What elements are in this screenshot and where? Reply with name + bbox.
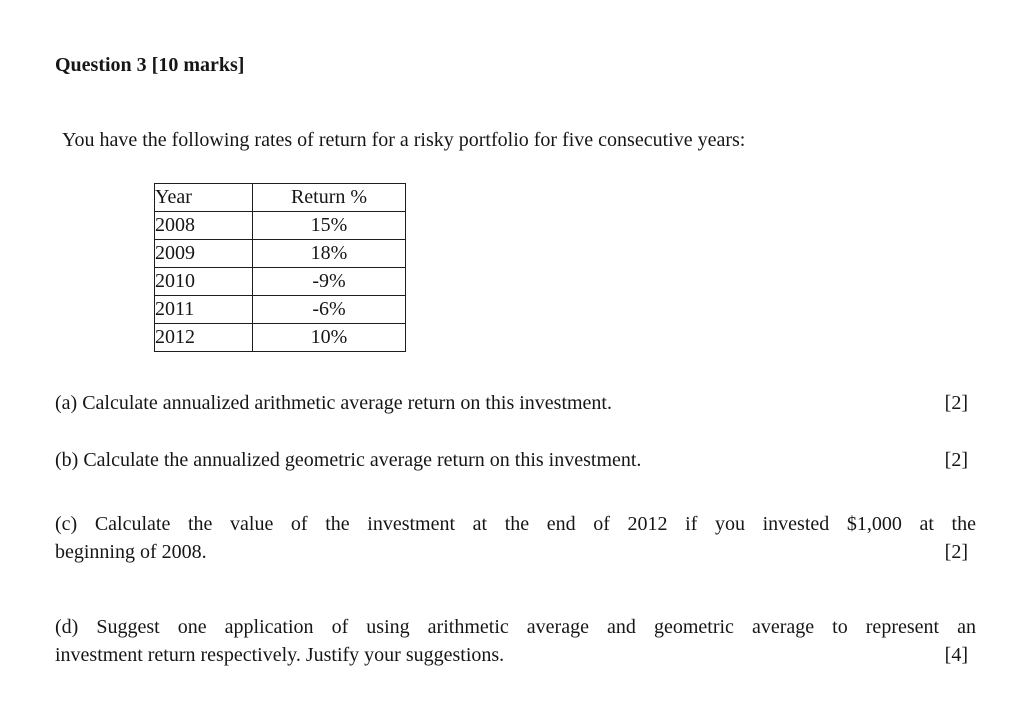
question-b-text: (b) Calculate the annualized geometric a… [55,449,642,471]
table-row: 2009 18% [154,239,406,268]
question-d-line2: investment return respectively. Justify … [55,644,505,666]
question-a-text: (a) Calculate annualized arithmetic aver… [55,392,612,414]
intro-paragraph: You have the following rates of return f… [62,129,746,151]
table-cell-year: 2011 [154,295,253,324]
table-header-row: Year Return % [154,183,406,212]
question-b: (b) Calculate the annualized geometric a… [55,446,976,474]
question-c-marks-badge: [2] [944,541,968,563]
table-header-return: Return % [252,183,406,212]
table-header-year: Year [154,183,253,212]
question-d-marks-badge: [4] [944,644,968,666]
table-cell-return: -6% [252,295,406,324]
table-row: 2012 10% [154,323,406,352]
question-title: Question 3 [10 marks] [55,54,245,76]
question-c: (c) Calculate the value of the investmen… [55,510,976,566]
question-b-marks-badge: [2] [944,449,968,471]
question-c-line2: beginning of 2008. [55,541,207,563]
table-cell-year: 2008 [154,211,253,240]
table-cell-year: 2012 [154,323,253,352]
question-a: (a) Calculate annualized arithmetic aver… [55,389,976,417]
table-cell-year: 2010 [154,267,253,296]
question-d-line1: (d) Suggest one application of using ari… [55,616,976,638]
table-row: 2008 15% [154,211,406,240]
table-cell-return: -9% [252,267,406,296]
table-cell-return: 10% [252,323,406,352]
question-d: (d) Suggest one application of using ari… [55,613,976,669]
table-row: 2011 -6% [154,295,406,324]
returns-table: Year Return % 2008 15% 2009 18% 2010 -9%… [154,183,406,352]
table-cell-return: 15% [252,211,406,240]
table-row: 2010 -9% [154,267,406,296]
question-a-marks-badge: [2] [944,392,968,414]
table-cell-return: 18% [252,239,406,268]
table-cell-year: 2009 [154,239,253,268]
question-c-line1: (c) Calculate the value of the investmen… [55,513,976,535]
